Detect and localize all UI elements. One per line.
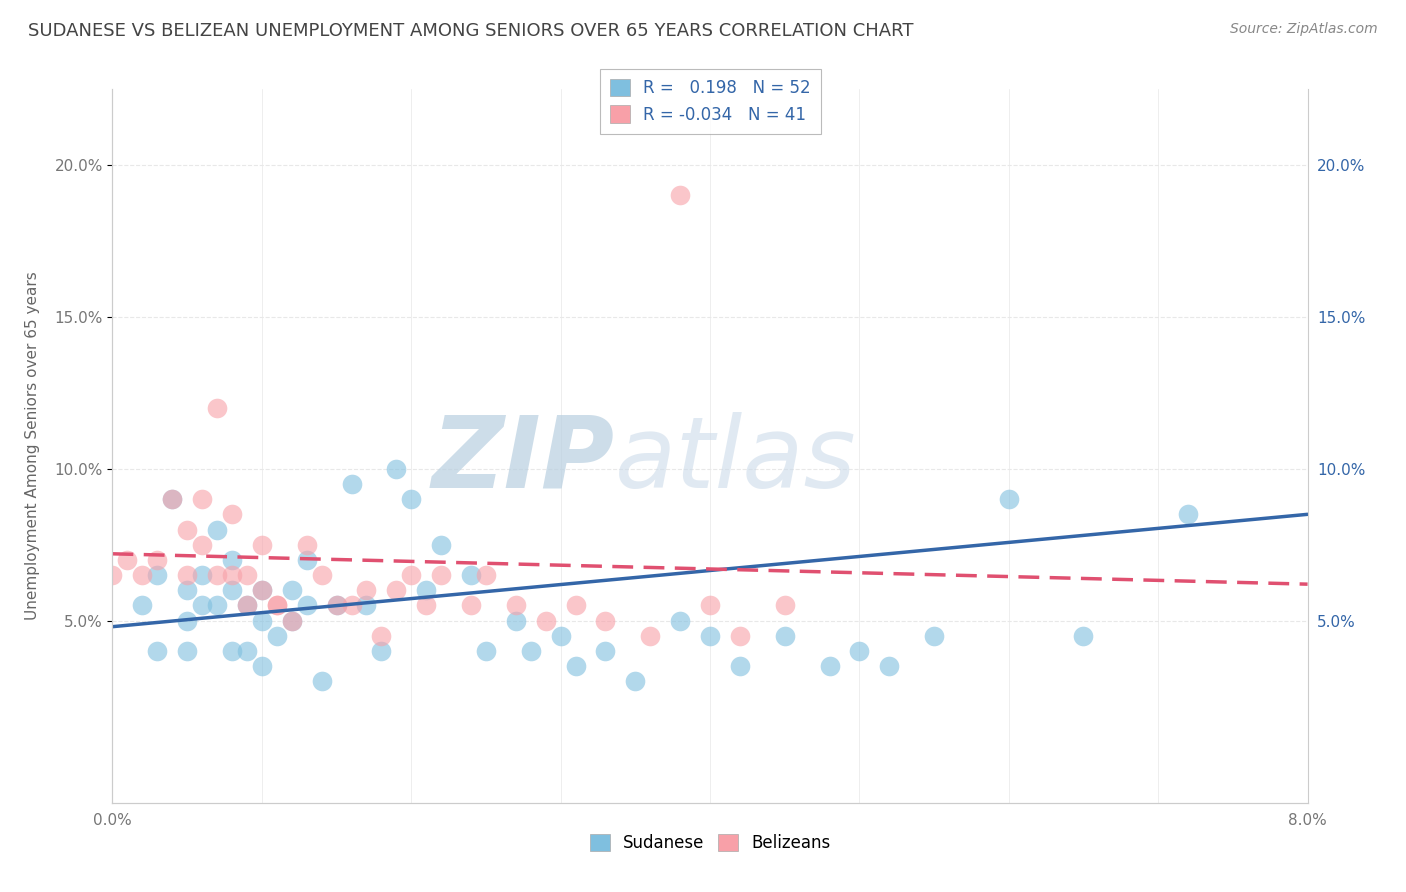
Point — [385, 583, 408, 598]
Point — [205, 599, 228, 613]
Point — [162, 492, 183, 507]
Point — [266, 599, 288, 613]
Point — [1073, 629, 1095, 643]
Point — [669, 188, 692, 202]
Point — [564, 599, 586, 613]
Point — [340, 599, 363, 613]
Point — [699, 599, 721, 613]
Point — [176, 614, 198, 628]
Point — [640, 629, 662, 643]
Point — [922, 629, 945, 643]
Point — [728, 659, 751, 673]
Point — [191, 599, 214, 613]
Point — [624, 674, 647, 689]
Point — [236, 599, 259, 613]
Point — [430, 538, 453, 552]
Point — [370, 644, 392, 658]
Point — [295, 538, 318, 552]
Point — [281, 614, 304, 628]
Point — [595, 614, 617, 628]
Point — [221, 508, 243, 522]
Point — [266, 629, 288, 643]
Point — [191, 538, 214, 552]
Point — [773, 599, 796, 613]
Point — [728, 629, 751, 643]
Point — [236, 568, 259, 582]
Point — [564, 659, 586, 673]
Point — [176, 568, 198, 582]
Point — [250, 583, 273, 598]
Point — [295, 553, 318, 567]
Point — [117, 553, 139, 567]
Point — [401, 568, 423, 582]
Point — [340, 477, 363, 491]
Point — [266, 599, 288, 613]
Point — [460, 568, 482, 582]
Point — [325, 599, 347, 613]
Text: atlas: atlas — [614, 412, 856, 508]
Point — [818, 659, 841, 673]
Point — [311, 568, 333, 582]
Point — [250, 583, 273, 598]
Point — [998, 492, 1021, 507]
Point — [848, 644, 870, 658]
Point — [430, 568, 453, 582]
Point — [505, 599, 527, 613]
Point — [595, 644, 617, 658]
Text: ZIP: ZIP — [432, 412, 614, 508]
Point — [1177, 508, 1199, 522]
Point — [250, 614, 273, 628]
Point — [475, 644, 498, 658]
Point — [550, 629, 572, 643]
Point — [162, 492, 183, 507]
Point — [385, 462, 408, 476]
Point — [877, 659, 901, 673]
Point — [505, 614, 527, 628]
Point — [415, 583, 437, 598]
Y-axis label: Unemployment Among Seniors over 65 years: Unemployment Among Seniors over 65 years — [25, 272, 41, 620]
Point — [534, 614, 557, 628]
Point — [475, 568, 498, 582]
Point — [146, 568, 169, 582]
Point — [191, 492, 214, 507]
Point — [356, 599, 378, 613]
Point — [401, 492, 423, 507]
Point — [205, 568, 228, 582]
Point — [131, 568, 153, 582]
Point — [460, 599, 482, 613]
Point — [101, 568, 124, 582]
Text: SUDANESE VS BELIZEAN UNEMPLOYMENT AMONG SENIORS OVER 65 YEARS CORRELATION CHART: SUDANESE VS BELIZEAN UNEMPLOYMENT AMONG … — [28, 22, 914, 40]
Point — [773, 629, 796, 643]
Point — [281, 583, 304, 598]
Point — [146, 553, 169, 567]
Point — [250, 538, 273, 552]
Point — [191, 568, 214, 582]
Point — [415, 599, 437, 613]
Point — [221, 644, 243, 658]
Point — [221, 553, 243, 567]
Point — [699, 629, 721, 643]
Point — [146, 644, 169, 658]
Point — [131, 599, 153, 613]
Point — [250, 659, 273, 673]
Point — [205, 523, 228, 537]
Legend: Sudanese, Belizeans: Sudanese, Belizeans — [583, 827, 837, 859]
Point — [669, 614, 692, 628]
Point — [205, 401, 228, 415]
Point — [221, 583, 243, 598]
Point — [325, 599, 347, 613]
Point — [176, 523, 198, 537]
Point — [295, 599, 318, 613]
Point — [520, 644, 543, 658]
Point — [356, 583, 378, 598]
Point — [236, 644, 259, 658]
Text: Source: ZipAtlas.com: Source: ZipAtlas.com — [1230, 22, 1378, 37]
Point — [236, 599, 259, 613]
Point — [176, 583, 198, 598]
Point — [176, 644, 198, 658]
Point — [221, 568, 243, 582]
Point — [281, 614, 304, 628]
Point — [370, 629, 392, 643]
Point — [311, 674, 333, 689]
